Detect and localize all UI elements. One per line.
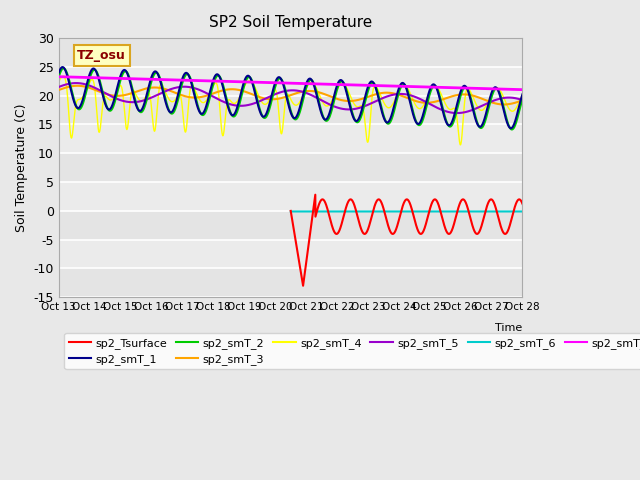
Title: SP2 Soil Temperature: SP2 Soil Temperature [209, 15, 372, 30]
Bar [59, 153, 522, 182]
Text: TZ_osu: TZ_osu [77, 49, 126, 62]
Bar [59, 96, 522, 124]
Legend: sp2_Tsurface, sp2_smT_1, sp2_smT_2, sp2_smT_3, sp2_smT_4, sp2_smT_5, sp2_smT_6, : sp2_Tsurface, sp2_smT_1, sp2_smT_2, sp2_… [65, 333, 640, 370]
Text: Time: Time [495, 323, 522, 333]
Bar [59, 124, 522, 153]
Bar [59, 67, 522, 96]
Bar [59, 211, 522, 240]
Bar [59, 38, 522, 67]
Bar [59, 240, 522, 268]
Bar [59, 182, 522, 211]
Y-axis label: Soil Temperature (C): Soil Temperature (C) [15, 104, 28, 232]
Bar [59, 268, 522, 297]
